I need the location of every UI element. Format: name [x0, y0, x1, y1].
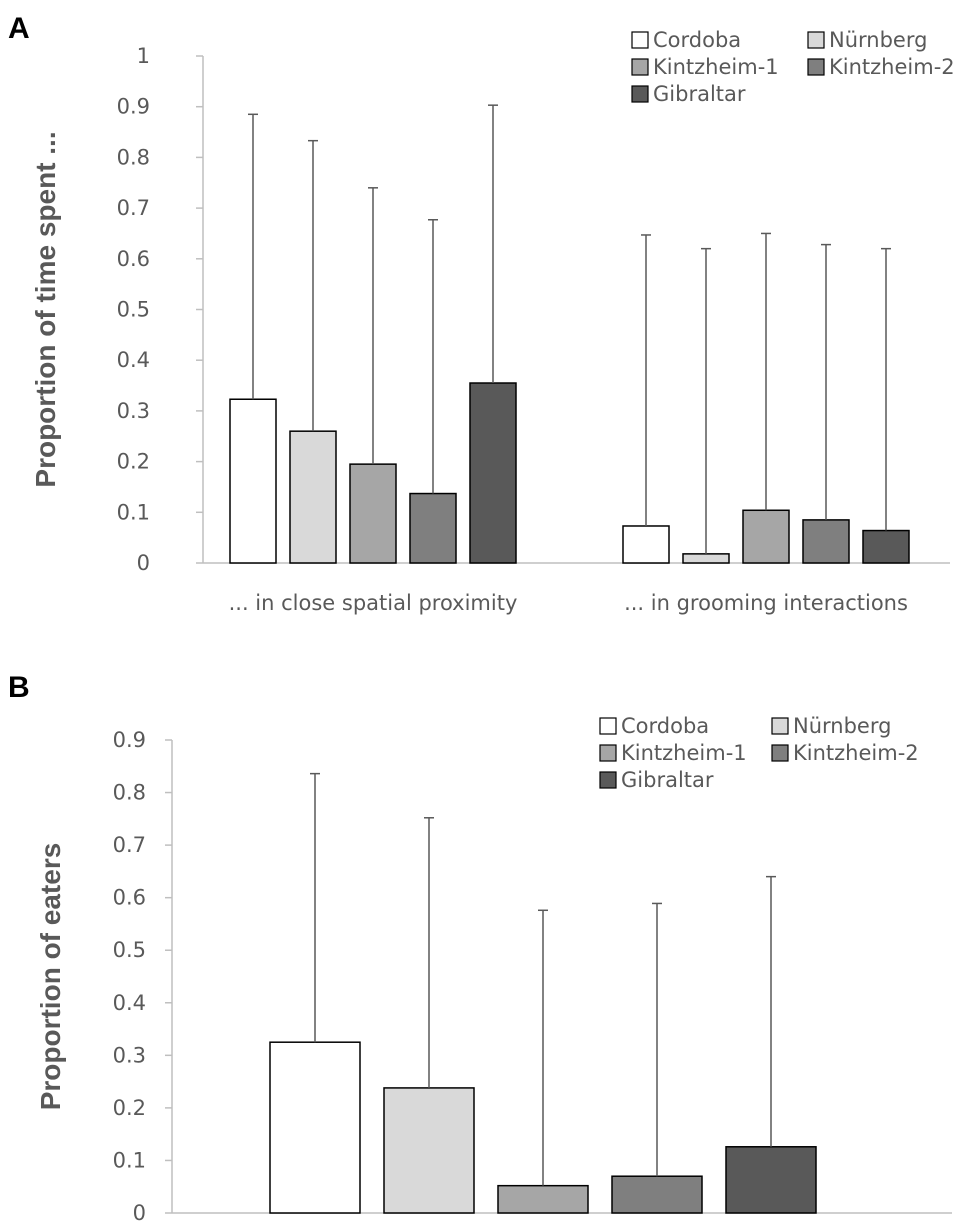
y-tick-label: 0.3	[113, 1043, 146, 1067]
legend-swatch	[599, 717, 617, 735]
bar-n-rnberg	[682, 553, 730, 564]
bar-kintzheim-2	[802, 519, 850, 564]
legend-label: Kintzheim-1	[621, 741, 747, 765]
legend-label: Kintzheim-2	[793, 741, 919, 765]
y-axis-title: Proportion of time spent ...	[30, 131, 61, 487]
y-tick-label: 0.1	[113, 1148, 146, 1172]
y-tick-label: 0	[137, 551, 150, 575]
legend: Cordoba Nürnberg Kintzheim-1 Kintzheim-2 Gib…	[631, 28, 955, 106]
bar-kintzheim-1	[742, 509, 790, 564]
bar-n-rnberg	[289, 430, 337, 564]
panel-letter: A	[8, 12, 30, 45]
legend: Cordoba Nürnberg Kintzheim-1 Kintzheim-2 Gib…	[599, 714, 919, 792]
legend-swatch	[631, 31, 649, 49]
bar-gibraltar	[862, 529, 910, 564]
legend-swatch	[599, 744, 617, 762]
bar-gibraltar	[725, 1146, 817, 1214]
panel-a: A 0 0.1 0.2 0.3 0.4 0.5 0.6 0.7 0.8 0.9 1 Proportion…	[8, 12, 955, 615]
legend-label: Gibraltar	[653, 82, 746, 106]
y-tick-label: 0.8	[113, 781, 146, 805]
y-tick-label: 0.4	[113, 991, 146, 1015]
y-tick-label: 0.3	[117, 399, 150, 423]
bar-n-rnberg	[383, 1087, 475, 1214]
x-category-label: ... in close spatial proximity	[229, 591, 518, 615]
y-tick-label: 0.2	[113, 1096, 146, 1120]
y-tick-label: 0.5	[113, 938, 146, 962]
legend-label: Gibraltar	[621, 768, 714, 792]
y-tick-label: 0.6	[113, 886, 146, 910]
bar-kintzheim-2	[611, 1175, 703, 1214]
y-tick-label: 0.9	[117, 95, 150, 119]
y-tick-label: 0.9	[113, 728, 146, 752]
legend-swatch	[807, 58, 825, 76]
y-tick-label: 0	[133, 1201, 146, 1225]
legend-label: Cordoba	[653, 28, 741, 52]
legend-swatch	[631, 85, 649, 103]
legend-swatch	[807, 31, 825, 49]
legend-swatch	[631, 58, 649, 76]
y-tick-label: 0.2	[117, 450, 150, 474]
y-tick-label: 0.1	[117, 500, 150, 524]
legend-label: Kintzheim-1	[653, 55, 779, 79]
panel-b: B 0 0.1 0.2 0.3 0.4 0.5 0.6 0.7 0.8 0.9 Proportion …	[8, 671, 952, 1225]
legend-label: Nürnberg	[829, 28, 927, 52]
bar-gibraltar	[469, 382, 517, 564]
y-tick-label: 1	[137, 44, 150, 68]
legend-label: Cordoba	[621, 714, 709, 738]
y-tick-label: 0.4	[117, 348, 150, 372]
y-tick-label: 0.7	[117, 196, 150, 220]
y-tick-label: 0.8	[117, 145, 150, 169]
y-tick-label: 0.6	[117, 247, 150, 271]
bar-kintzheim-1	[497, 1184, 589, 1214]
legend-swatch	[599, 771, 617, 789]
y-tick-label: 0.7	[113, 833, 146, 857]
bar-kintzheim-2	[409, 492, 457, 564]
bar-cordoba	[622, 525, 670, 564]
y-axis-title: Proportion of eaters	[35, 843, 66, 1111]
panel-letter: B	[8, 671, 30, 704]
bar-cordoba	[269, 1041, 361, 1214]
legend-label: Nürnberg	[793, 714, 891, 738]
legend-swatch	[771, 717, 789, 735]
bar-kintzheim-1	[349, 463, 397, 564]
legend-swatch	[771, 744, 789, 762]
legend-label: Kintzheim-2	[829, 55, 955, 79]
x-category-label: ... in grooming interactions	[624, 591, 908, 615]
bar-cordoba	[229, 398, 277, 564]
y-tick-label: 0.5	[117, 298, 150, 322]
